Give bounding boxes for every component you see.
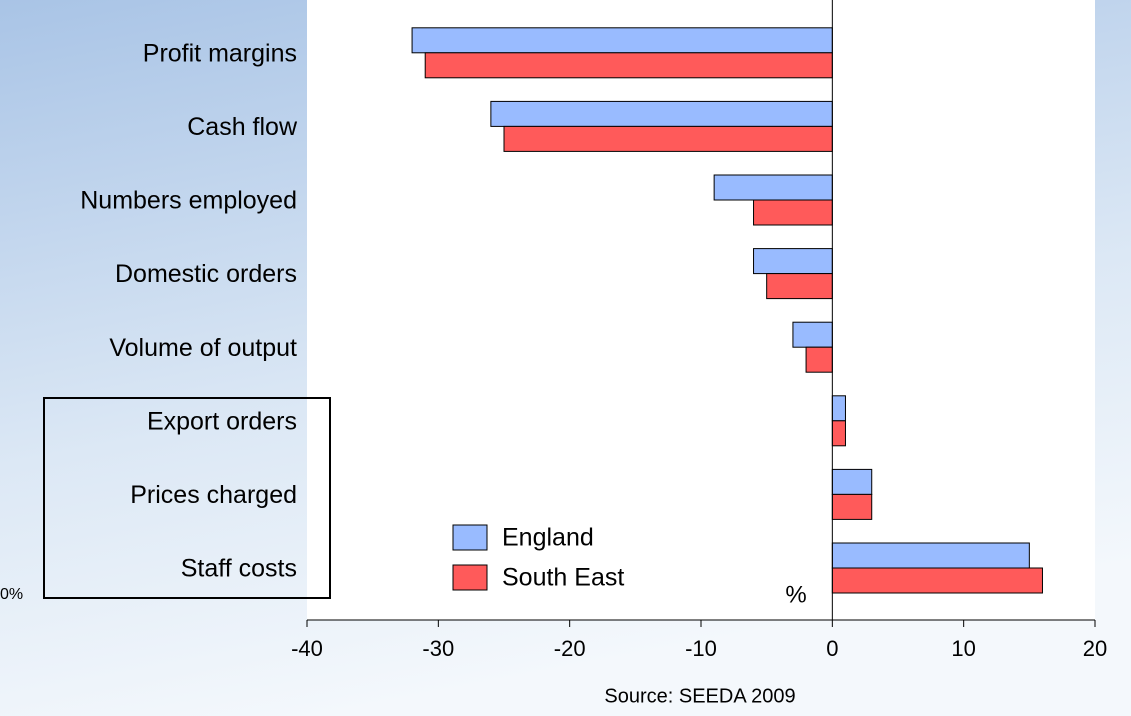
bar (805, 346, 833, 373)
bar (792, 321, 833, 348)
legend-label: England (502, 524, 594, 552)
highlight-box (43, 397, 331, 599)
category-label: Prices charged (130, 481, 297, 509)
cropped-label: 0% (0, 586, 23, 603)
category-label: Profit margins (143, 39, 297, 67)
category-label: Numbers employed (80, 187, 297, 215)
bar (831, 468, 873, 495)
x-tick-label: -10 (685, 636, 717, 661)
x-tick-label: 0 (826, 636, 838, 661)
source: Source: SEEDA 2009 (604, 685, 795, 707)
bar (831, 493, 873, 520)
bar (713, 174, 833, 201)
axis-unit: % (785, 581, 806, 608)
category-label: Export orders (147, 407, 297, 435)
legend-swatch (452, 524, 488, 551)
bar (411, 27, 833, 54)
category-label: Volume of output (109, 334, 297, 362)
bar (831, 567, 1043, 594)
bar (831, 395, 846, 422)
x-tick-label: -20 (554, 636, 586, 661)
bar (766, 273, 833, 300)
category-label: Staff costs (181, 555, 297, 583)
bar (424, 52, 833, 79)
plot-area (307, 0, 1095, 620)
legend-label: South East (502, 564, 624, 592)
bar (490, 100, 833, 127)
x-tick-label: -30 (422, 636, 454, 661)
category-label: Cash flow (187, 113, 298, 141)
x-tick-label: 10 (951, 636, 975, 661)
bar (753, 199, 833, 226)
x-tick-label: -40 (291, 636, 323, 661)
bar (831, 542, 1030, 569)
x-tick-label: 20 (1083, 636, 1107, 661)
bar (503, 125, 833, 152)
bar (753, 248, 833, 275)
bar (831, 420, 846, 447)
legend-swatch (452, 564, 488, 591)
category-label: Domestic orders (115, 260, 297, 288)
